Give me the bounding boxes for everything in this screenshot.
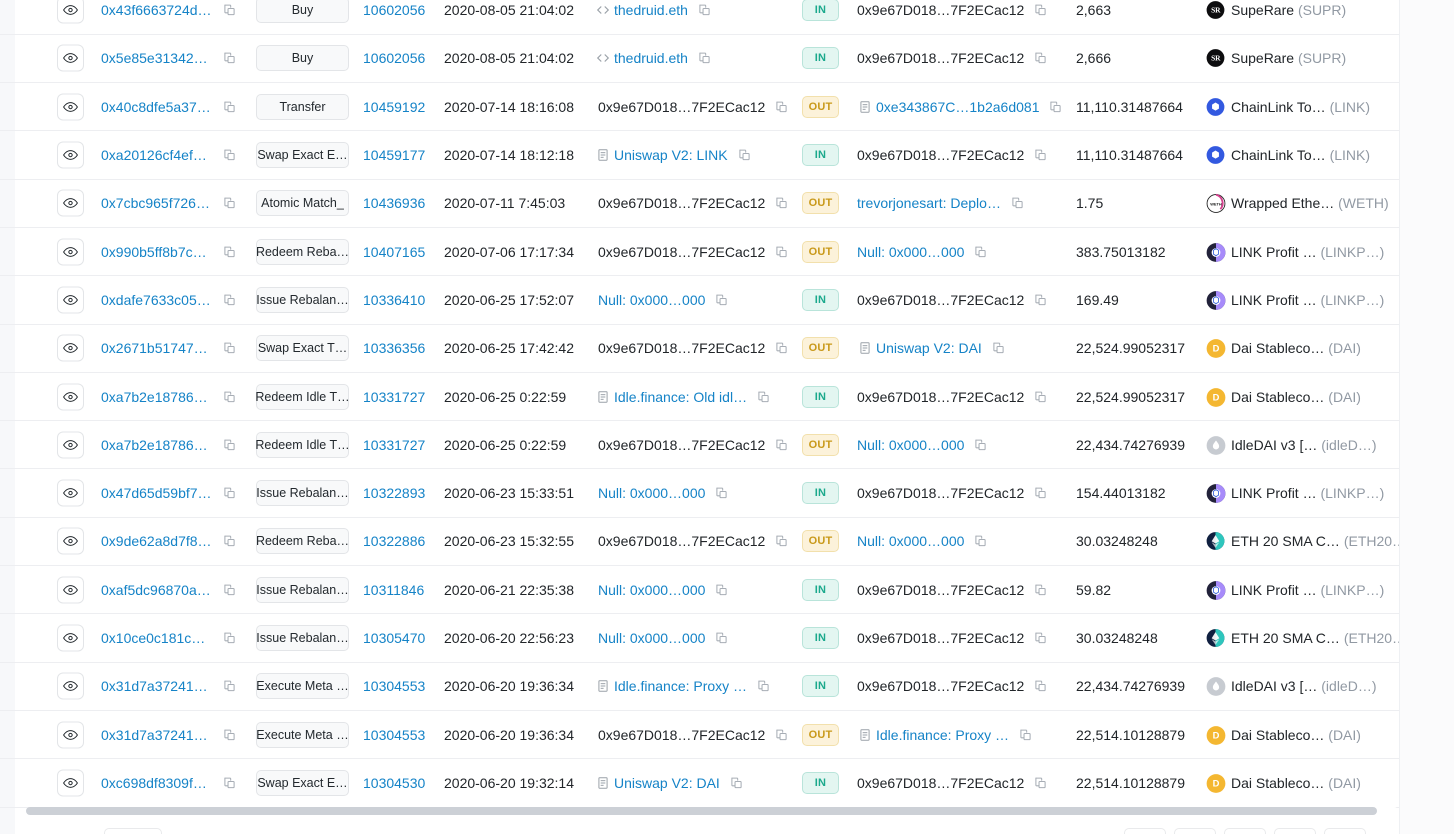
svg-text:SR: SR <box>1211 54 1221 63</box>
svg-text:D: D <box>1213 730 1220 740</box>
svg-text:D: D <box>1213 344 1220 354</box>
svg-text:SR: SR <box>1211 6 1221 15</box>
svg-text:D: D <box>1213 392 1220 402</box>
svg-text:WETH: WETH <box>1210 202 1222 207</box>
svg-text:D: D <box>1213 779 1220 789</box>
